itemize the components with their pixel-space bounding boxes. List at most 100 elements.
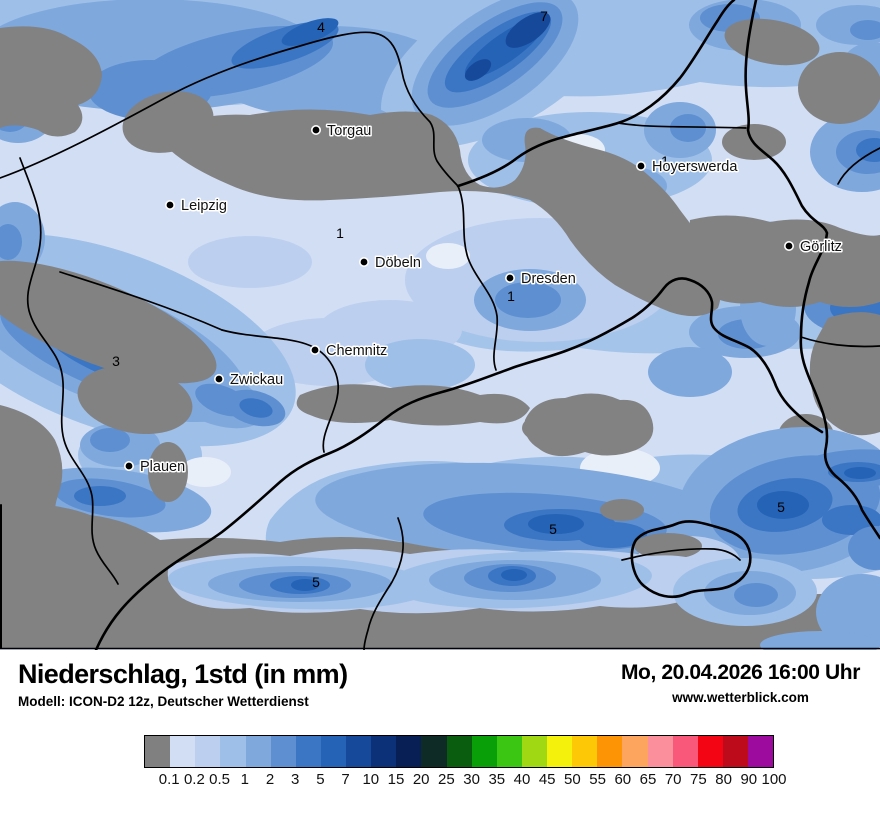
precip-value-label: 5 (777, 499, 785, 515)
legend-segment (320, 735, 346, 767)
legend-segment (446, 735, 472, 767)
precip-value-label: 1 (661, 153, 669, 169)
legend-label: 55 (589, 770, 606, 788)
website-url: www.wetterblick.com (672, 690, 809, 706)
city-label: Chemnitz (326, 343, 387, 359)
legend-label: 60 (614, 770, 632, 788)
city-dot-icon (165, 200, 176, 211)
city-label: Leipzig (181, 198, 227, 214)
map-canvas: 4 7 1 1 1 3 5 5 5 Torgau Hoyerswerda Leipzig Görlit… (0, 0, 880, 650)
city-marker-zwickau: Zwickau (214, 371, 285, 390)
legend-label: 10 (362, 770, 380, 788)
city-dot-icon (635, 161, 646, 172)
legend-label: 7 (341, 770, 350, 788)
legend-segment (145, 735, 171, 767)
legend-segment (396, 735, 422, 767)
city-marker-dresden: Dresden (504, 270, 577, 289)
legend-label: 70 (664, 770, 682, 788)
legend-segment (170, 735, 196, 767)
city-dot-icon (358, 256, 369, 267)
city-label: Dresden (521, 271, 576, 287)
map-footer: Niederschlag, 1std (in mm) Modell: ICON-… (0, 650, 880, 791)
legend-segment (346, 735, 372, 767)
legend-segment (471, 735, 497, 767)
legend-segment (521, 735, 547, 767)
city-marker-leipzig: Leipzig (165, 197, 228, 216)
city-dot-icon (783, 241, 794, 252)
legend-label: 25 (438, 770, 455, 788)
legend-label: 0.1 (158, 770, 180, 788)
legend-segment (295, 735, 321, 767)
city-label: Hoyerswerda (652, 159, 738, 175)
legend-segment (722, 735, 748, 767)
city-dot-icon (214, 373, 225, 384)
legend-label: 5 (316, 770, 325, 788)
legend-segment (195, 735, 221, 767)
city-label: Döbeln (375, 255, 421, 271)
legend-label: 0.2 (183, 770, 205, 788)
valid-datetime: Mo, 20.04.2026 16:00 Uhr (620, 661, 860, 684)
city-marker-torgau: Torgau (310, 122, 373, 141)
legend-segment (270, 735, 296, 767)
city-label: Torgau (327, 123, 371, 139)
legend-label: 65 (639, 770, 657, 788)
city-marker-grlitz: Görlitz (783, 238, 843, 257)
legend-label: 80 (715, 770, 732, 788)
precip-value-label: 5 (549, 521, 557, 537)
precipitation-legend: 0.1 0.2 0.5 1 2 3 5 7 10 15 20 25 30 35 40 45 50 55 60 65 70… (144, 734, 787, 791)
city-marker-hoyerswerda: Hoyerswerda (635, 158, 740, 177)
city-dot-icon (504, 272, 515, 283)
city-label: Zwickau (230, 372, 283, 388)
map-title: Niederschlag, 1std (in mm) (18, 659, 348, 689)
legend-label: 45 (538, 770, 556, 788)
precip-value-label: 1 (507, 288, 515, 304)
legend-segment (371, 735, 397, 767)
legend-label: 15 (387, 770, 405, 788)
legend-label: 50 (564, 770, 581, 788)
legend-label: 3 (291, 770, 300, 788)
precip-value-label: 4 (317, 19, 325, 35)
city-marker-plauen: Plauen (124, 458, 187, 477)
legend-color-bar (144, 734, 774, 768)
legend-segment (748, 735, 774, 767)
legend-segment (547, 735, 573, 767)
precip-value-label: 5 (312, 574, 320, 590)
legend-segment (572, 735, 598, 767)
precip-value-label: 1 (336, 225, 344, 241)
precipitation-map: 4 7 1 1 1 3 5 5 5 Torgau Hoyerswerda Leipzig Görlit… (0, 0, 880, 650)
legend-segment (220, 735, 246, 767)
precip-value-label: 7 (540, 8, 548, 24)
legend-label: 30 (463, 770, 480, 788)
city-dot-icon (310, 125, 321, 136)
legend-label: 1 (240, 770, 249, 788)
legend-label: 2 (265, 770, 275, 788)
city-markers: Torgau Hoyerswerda Leipzig Görlitz Döbeln Dre… (124, 122, 843, 477)
legend-label: 35 (488, 770, 506, 788)
legend-segment (697, 735, 723, 767)
legend-segment (647, 735, 673, 767)
precip-value-label: 3 (112, 353, 120, 369)
model-info: Modell: ICON-D2 12z, Deutscher Wetterdie… (18, 693, 309, 709)
city-marker-chemnitz: Chemnitz (309, 342, 389, 361)
legend-label: 100 (761, 770, 787, 788)
border-lines (0, 0, 880, 650)
city-marker-dbeln: Döbeln (358, 254, 422, 273)
legend-label: 90 (740, 770, 758, 788)
precip-value-labels: 4 7 1 1 1 3 5 5 5 (112, 8, 785, 590)
legend-segment (597, 735, 623, 767)
legend-segment (496, 735, 522, 767)
legend-segment (245, 735, 271, 767)
city-label: Görlitz (800, 239, 842, 255)
legend-label: 75 (690, 770, 707, 788)
legend-tick-labels: 0.1 0.2 0.5 1 2 3 5 7 10 15 20 25 30 35 40 45 50 55 60 65 70… (144, 770, 787, 791)
city-label: Plauen (140, 459, 185, 475)
legend-label: 20 (412, 770, 430, 788)
city-dot-icon (124, 460, 135, 471)
legend-segment (421, 735, 447, 767)
legend-segment (672, 735, 698, 767)
city-dot-icon (309, 344, 320, 355)
precip-features-south (167, 427, 880, 650)
legend-label: 0.5 (209, 770, 231, 788)
legend-segment (622, 735, 648, 767)
